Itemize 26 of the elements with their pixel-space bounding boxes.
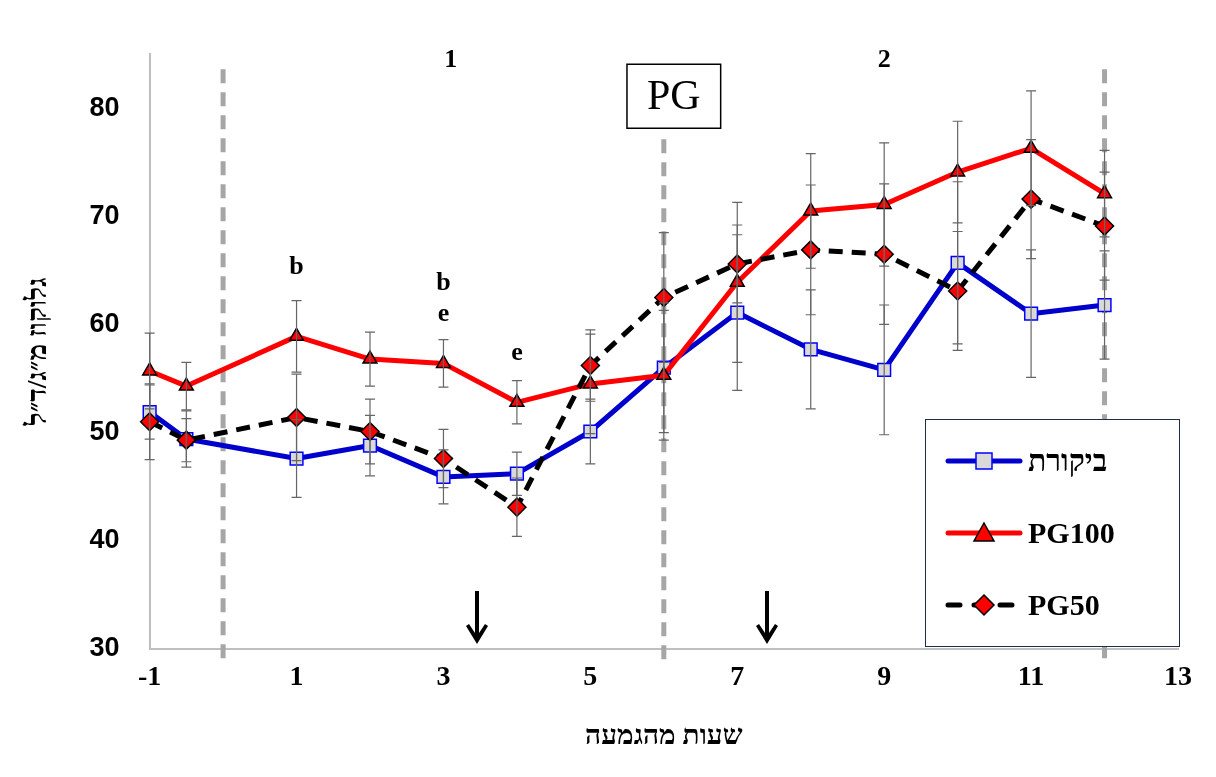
annotation: e [511, 337, 523, 367]
y-tick-label: 30 [89, 632, 120, 663]
x-tick-label: 3 [436, 659, 451, 691]
annotation: b [436, 267, 451, 297]
legend-label: ביקורת [1028, 443, 1108, 478]
annotation: b [289, 250, 304, 280]
x-tick-label: 9 [877, 659, 892, 691]
y-tick-label: 40 [89, 524, 120, 555]
x-tick-label: 5 [583, 659, 598, 691]
ref-line-label: PG [646, 72, 701, 119]
legend-label: PG50 [1028, 587, 1100, 622]
annotation: 1 [444, 44, 458, 74]
x-tick-label: 13 [1164, 659, 1192, 691]
annotation: 2 [877, 44, 891, 74]
y-tick-label: 70 [89, 199, 120, 230]
annotation: e [437, 298, 450, 328]
x-tick-label: 7 [730, 659, 745, 691]
y-axis-title: גלוקוז מ״ג/ד״ל [21, 277, 53, 427]
x-tick-label: 11 [1017, 659, 1045, 691]
x-tick-label: -1 [137, 659, 162, 691]
x-axis-title: שעות מהגמעה [585, 719, 743, 751]
x-tick-label: 1 [289, 659, 304, 691]
y-tick-label: 80 [89, 91, 120, 122]
y-tick-label: 60 [89, 307, 120, 338]
y-tick-label: 50 [89, 416, 120, 447]
legend-label: PG100 [1028, 515, 1115, 550]
